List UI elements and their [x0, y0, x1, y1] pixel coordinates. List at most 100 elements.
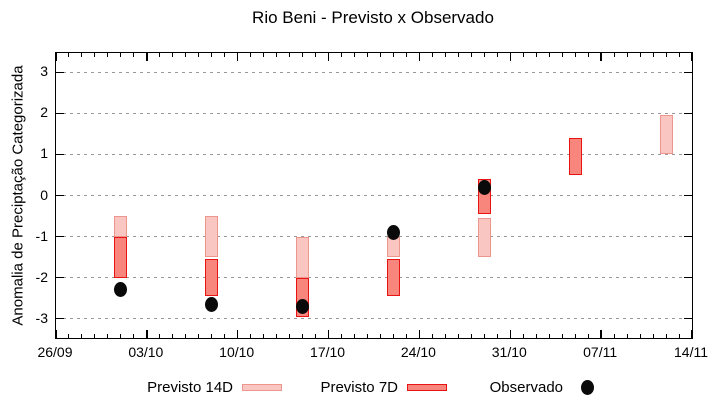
x-minor-tick-top	[470, 53, 472, 57]
y-major-tick-right	[684, 194, 692, 197]
x-minor-tick-bottom	[535, 334, 537, 338]
x-minor-tick-bottom	[561, 334, 563, 338]
x-minor-tick-top	[367, 53, 368, 57]
x-minor-tick-top	[535, 53, 537, 57]
previsto-14d-bar	[659, 115, 673, 155]
y-tick-label: 0	[40, 186, 48, 203]
x-minor-tick-bottom	[379, 334, 381, 338]
y-major-tick-left	[56, 112, 64, 115]
x-minor-tick-bottom	[289, 334, 291, 338]
x-minor-tick-bottom	[315, 334, 317, 338]
x-minor-tick-bottom	[276, 334, 278, 338]
x-minor-tick-bottom	[224, 334, 226, 338]
previsto-14d-bar	[296, 236, 310, 278]
grid-line-y2	[56, 112, 692, 114]
x-minor-tick-bottom	[107, 334, 109, 338]
x-minor-tick-bottom	[483, 334, 485, 338]
x-major-tick-top	[418, 53, 421, 61]
x-minor-tick-top	[587, 53, 589, 57]
observed-dot	[296, 298, 310, 314]
previsto-7d-bar	[205, 259, 219, 297]
x-major-tick-bottom	[509, 330, 512, 338]
previsto-14d-bar	[114, 216, 128, 237]
x-minor-tick-top	[405, 53, 407, 57]
x-major-tick-top	[146, 53, 148, 61]
x-tick-label: 14/11	[674, 344, 708, 360]
x-minor-tick-bottom	[587, 334, 589, 338]
x-minor-tick-bottom	[172, 334, 174, 338]
x-minor-tick-top	[159, 53, 161, 57]
x-minor-tick-bottom	[470, 334, 472, 338]
x-minor-tick-bottom	[392, 334, 394, 338]
x-tick-label: 26/09	[37, 344, 73, 360]
x-minor-tick-top	[574, 53, 576, 57]
x-minor-tick-top	[302, 53, 304, 57]
x-minor-tick-top	[548, 53, 550, 57]
x-minor-tick-bottom	[626, 334, 628, 338]
legend-observado-dot-icon	[581, 380, 594, 395]
x-minor-tick-top	[68, 53, 70, 57]
y-tick-label: -3	[35, 309, 48, 326]
x-minor-tick-bottom	[496, 334, 498, 338]
x-minor-tick-bottom	[81, 334, 83, 338]
plot-area	[55, 52, 693, 339]
x-minor-tick-top	[431, 53, 433, 57]
x-minor-tick-bottom	[68, 334, 70, 338]
x-minor-tick-top	[444, 53, 446, 57]
x-major-tick-top	[55, 53, 57, 61]
grid-line-y-3	[56, 318, 692, 320]
x-minor-tick-bottom	[211, 334, 213, 338]
x-tick-label: 07/11	[583, 344, 618, 360]
x-minor-tick-bottom	[367, 334, 368, 338]
y-major-tick-right	[684, 112, 692, 115]
grid-line-y0	[56, 195, 692, 196]
x-major-tick-bottom	[418, 330, 421, 338]
x-minor-tick-bottom	[159, 334, 161, 338]
previsto-14d-bar	[205, 216, 219, 258]
x-major-tick-top	[236, 53, 239, 61]
chart-title: Rio Beni - Previsto x Observado	[252, 8, 494, 27]
x-tick-label: 31/10	[491, 344, 527, 360]
legend-swatch-previsto-14d	[242, 384, 282, 391]
previsto-14d-bar	[477, 218, 491, 258]
x-minor-tick-top	[250, 53, 252, 57]
x-minor-tick-top	[522, 53, 524, 57]
x-minor-tick-top	[94, 53, 96, 57]
x-minor-tick-top	[263, 53, 265, 57]
x-minor-tick-top	[639, 53, 641, 57]
observed-dot	[205, 296, 219, 312]
x-minor-tick-top	[172, 53, 174, 57]
y-tick-label: 1	[40, 145, 48, 162]
x-minor-tick-bottom	[405, 334, 407, 338]
y-tick-label: 2	[40, 104, 48, 121]
x-minor-tick-bottom	[185, 334, 187, 338]
x-minor-tick-top	[652, 53, 654, 57]
x-minor-tick-top	[379, 53, 381, 57]
previsto-7d-bar	[114, 236, 128, 278]
x-minor-tick-top	[392, 53, 394, 57]
grid-line-y1	[56, 153, 692, 155]
y-tick-label: 3	[40, 63, 48, 80]
y-major-tick-left	[56, 276, 64, 279]
x-minor-tick-bottom	[198, 334, 200, 338]
x-minor-tick-bottom	[431, 334, 433, 338]
x-minor-tick-top	[198, 53, 200, 57]
x-minor-tick-bottom	[613, 334, 615, 338]
x-minor-tick-bottom	[302, 334, 304, 338]
x-minor-tick-bottom	[639, 334, 641, 338]
observed-dot	[386, 224, 400, 240]
x-minor-tick-top	[120, 53, 122, 57]
x-minor-tick-bottom	[652, 334, 654, 338]
y-major-tick-left	[56, 71, 64, 74]
y-major-tick-right	[684, 317, 692, 320]
x-minor-tick-bottom	[522, 334, 524, 338]
x-minor-tick-bottom	[250, 334, 252, 338]
x-minor-tick-bottom	[678, 334, 680, 338]
x-minor-tick-bottom	[354, 334, 356, 338]
observed-dot	[477, 179, 491, 195]
x-minor-tick-top	[107, 53, 109, 57]
x-minor-tick-bottom	[574, 334, 576, 338]
x-major-tick-bottom	[600, 330, 602, 338]
x-minor-tick-top	[561, 53, 563, 57]
